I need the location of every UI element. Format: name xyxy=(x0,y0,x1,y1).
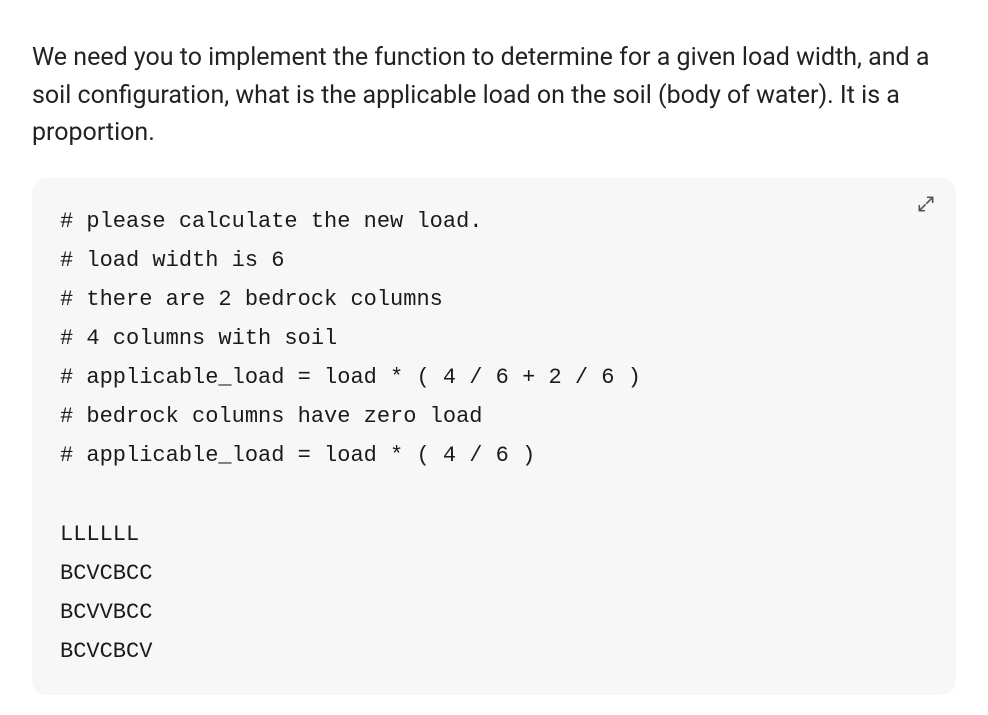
code-line: # there are 2 bedrock columns xyxy=(60,287,443,312)
code-line: BCVCBCC xyxy=(60,561,152,586)
code-line: # bedrock columns have zero load xyxy=(60,404,482,429)
expand-button[interactable] xyxy=(912,192,940,220)
code-line: # applicable_load = load * ( 4 / 6 ) xyxy=(60,443,535,468)
code-line: # 4 columns with soil xyxy=(60,326,337,351)
code-line: # load width is 6 xyxy=(60,248,284,273)
document-container: We need you to implement the function to… xyxy=(0,0,988,715)
code-line: LLLLLL xyxy=(60,522,139,547)
code-line: BCVVBCC xyxy=(60,600,152,625)
code-line: BCVCBCV xyxy=(60,639,152,664)
problem-description: We need you to implement the function to… xyxy=(32,39,956,152)
code-block: # please calculate the new load. # load … xyxy=(32,178,956,696)
expand-icon xyxy=(916,194,936,217)
code-line: # applicable_load = load * ( 4 / 6 + 2 /… xyxy=(60,365,641,390)
code-line: # please calculate the new load. xyxy=(60,209,482,234)
